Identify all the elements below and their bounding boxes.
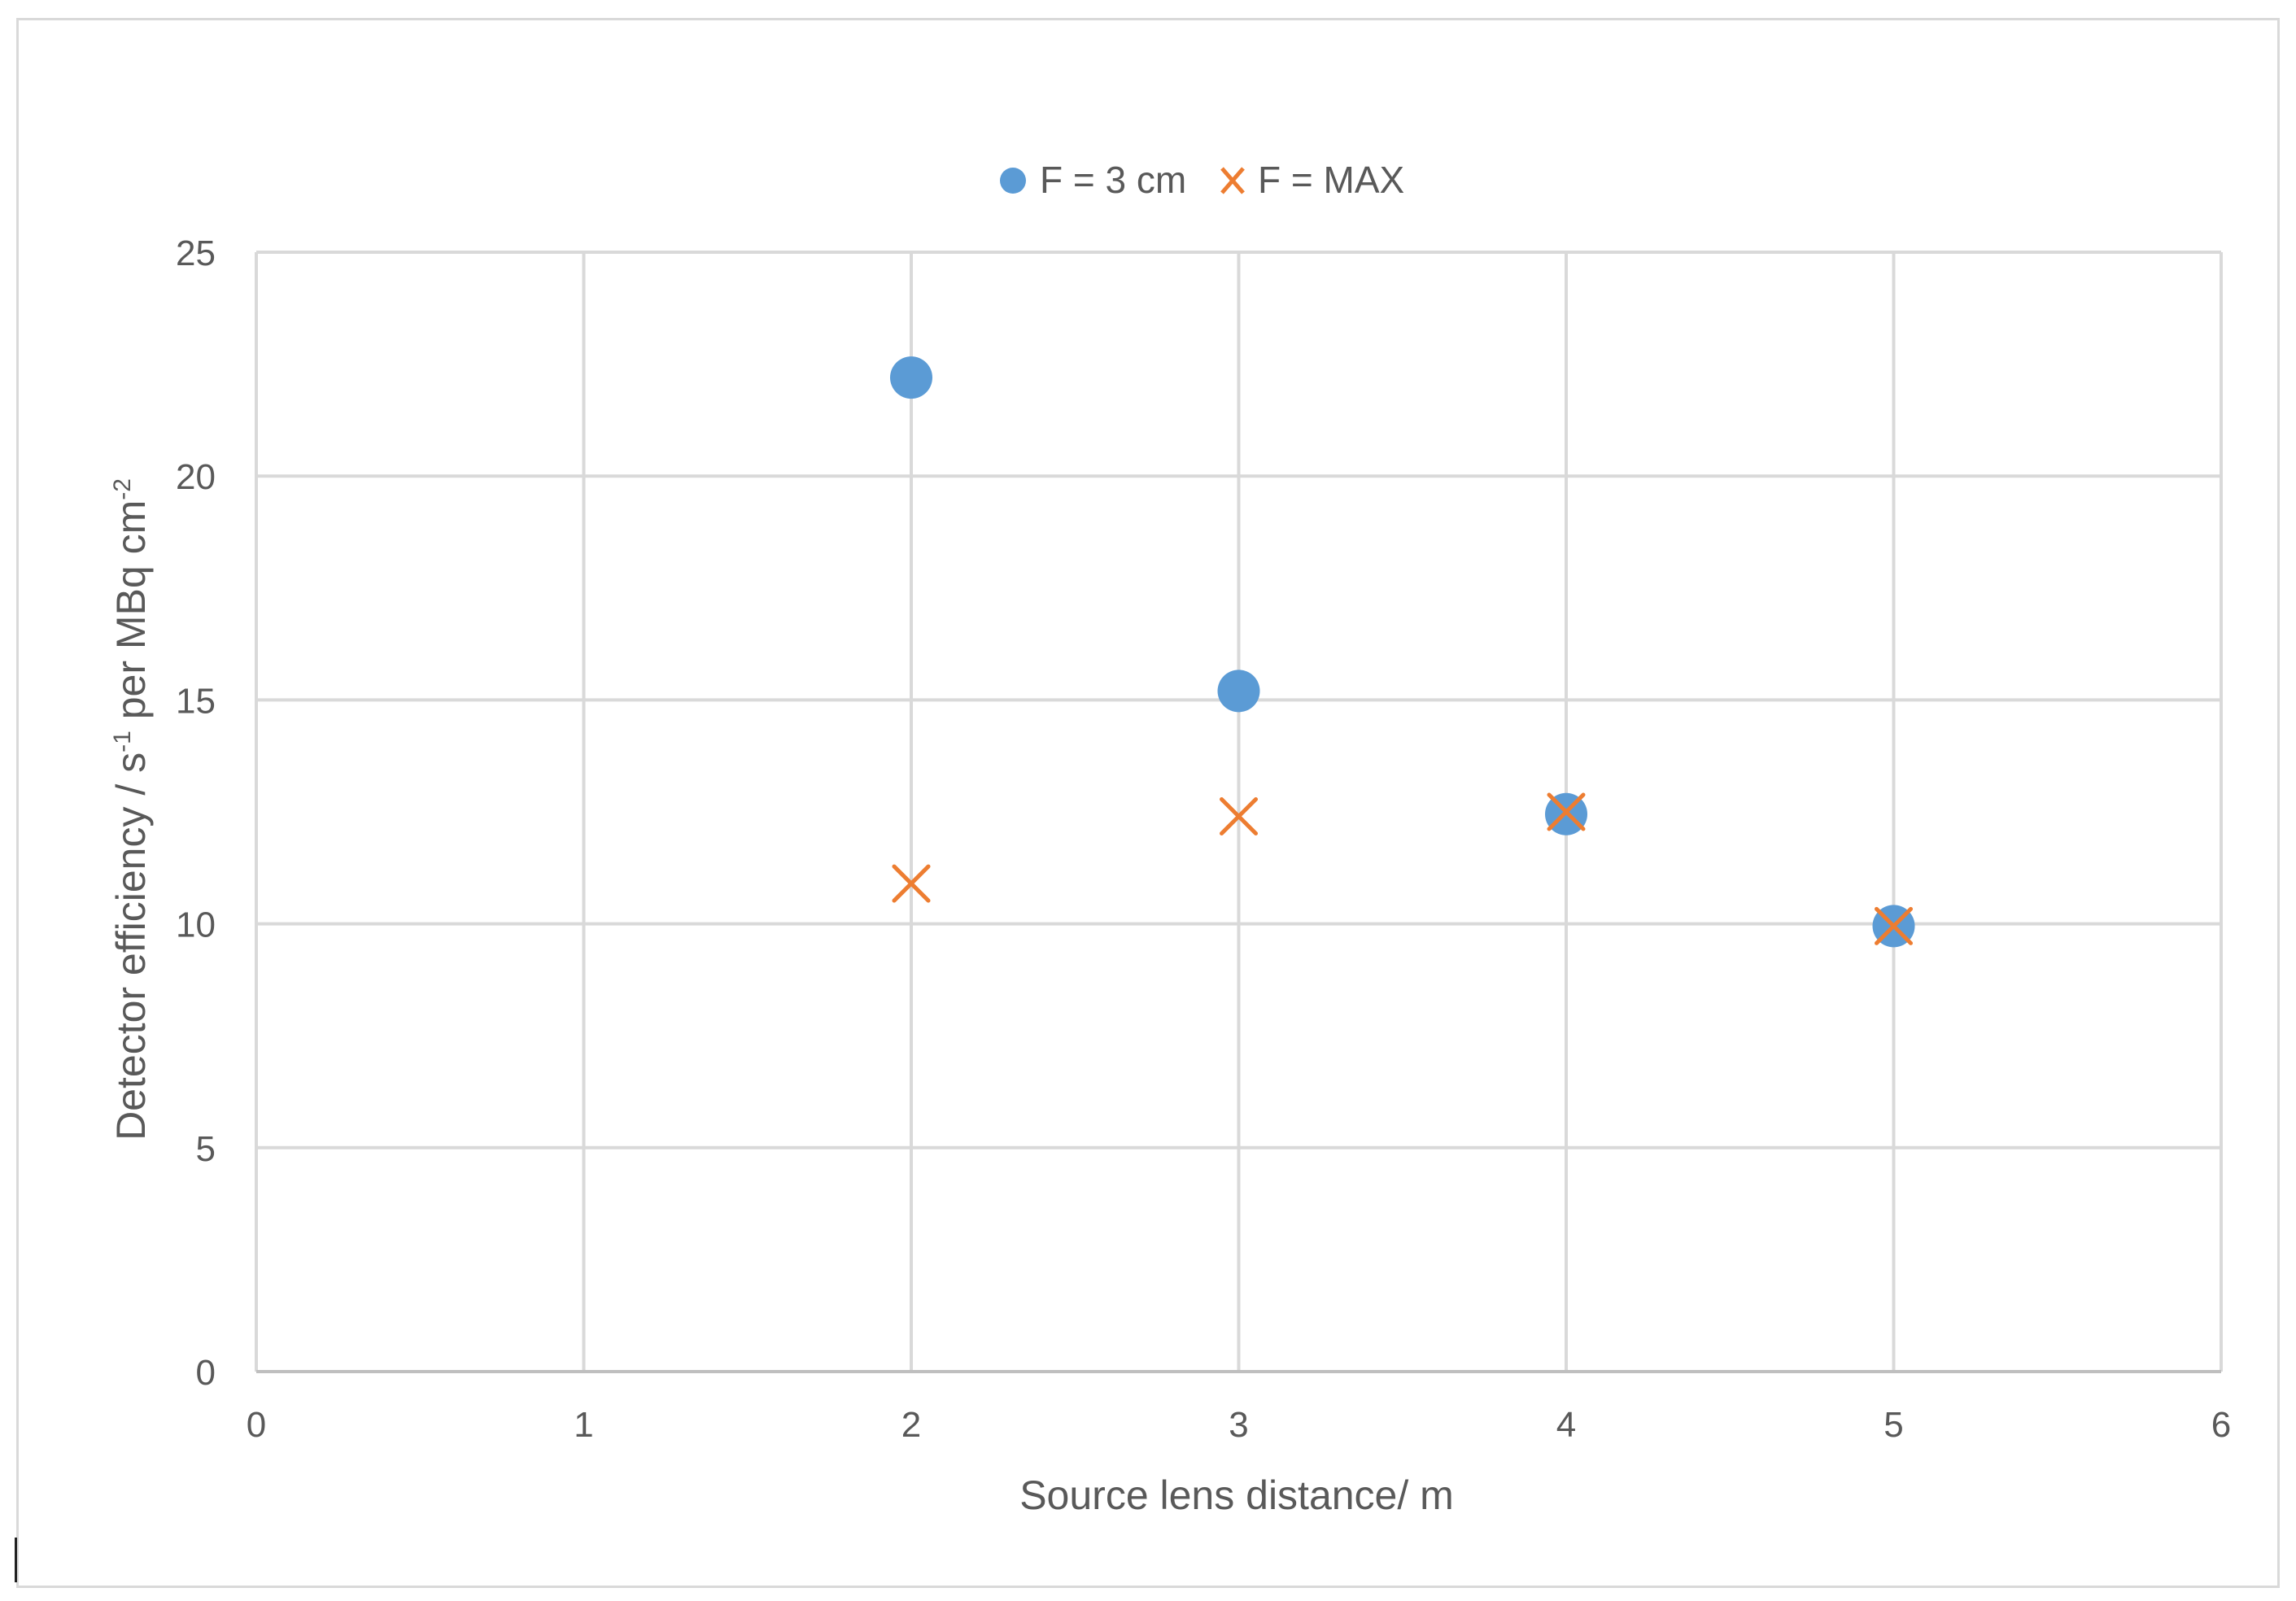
point-fmax [892,864,931,903]
x-tick-label: 5 [1884,1405,1903,1445]
x-tick-label: 1 [574,1405,593,1445]
x-tick-label: 6 [2211,1405,2231,1445]
data-marks [890,356,1915,948]
point-fmax [1875,906,1913,945]
cursor-mark [15,1538,17,1582]
tick-labels: 0 1 2 3 4 5 6 0 5 10 15 20 25 [176,233,2231,1445]
x-tick-label: 3 [1229,1405,1248,1445]
legend-marker-fmax [1220,167,1245,194]
x-tick-label: 0 [247,1405,266,1445]
legend-label-fmax: F = MAX [1258,159,1404,201]
point-fmax [1547,792,1586,831]
y-tick-label: 20 [176,457,216,497]
y-axis-title-sup1: -1 [109,731,136,753]
y-axis-title: Detector efficiency / s-1 per MBq cm-2 [108,478,154,1141]
y-tick-label: 5 [196,1129,216,1169]
grid-lines [255,251,2223,1373]
y-axis-title-sup2: -2 [109,478,136,500]
x-tick-label: 4 [1556,1405,1576,1445]
y-axis-title-mid: per MBq cm [108,500,154,731]
x-axis-title: Source lens distance/ m [1019,1472,1454,1518]
legend: F = 3 cm F = MAX [1000,159,1404,201]
legend-label-f3cm: F = 3 cm [1040,159,1186,201]
x-tick-label: 2 [901,1405,921,1445]
point-f3cm [890,356,932,399]
legend-marker-f3cm [1000,168,1026,194]
y-tick-label: 10 [176,905,216,945]
y-axis-title-main: Detector efficiency / s [108,753,154,1141]
y-tick-label: 0 [196,1353,216,1393]
point-fmax [1220,797,1258,836]
chart-frame [16,18,2280,1588]
y-tick-label: 25 [176,233,216,273]
point-f3cm [1217,670,1260,713]
y-tick-label: 15 [176,681,216,721]
